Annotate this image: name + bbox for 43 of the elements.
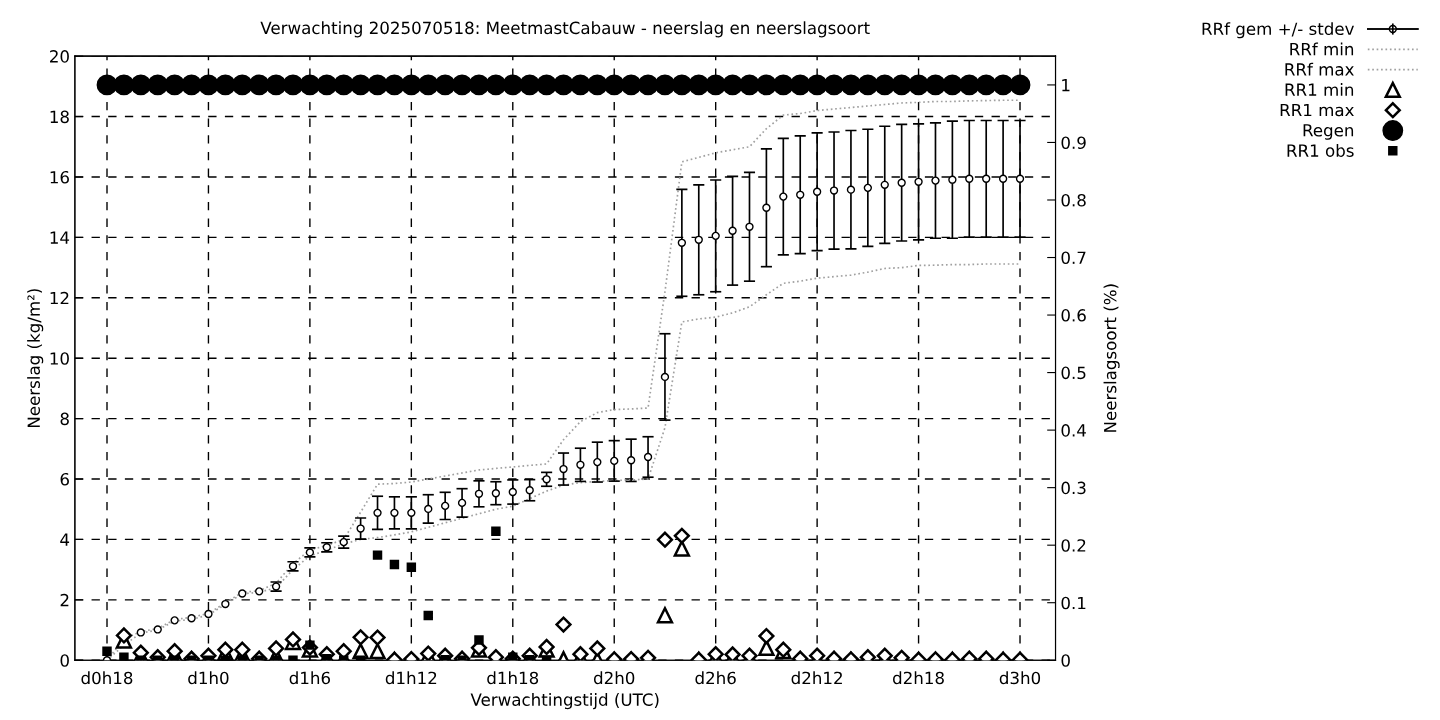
- y-tick-label: 20: [50, 50, 69, 63]
- x-tick-label: d2h18: [893, 671, 944, 685]
- y-tick-label: 2: [60, 593, 69, 607]
- y-axis-title: Neerslag (kg/m²): [27, 289, 44, 428]
- x-axis-title: Verwachtingstijd (UTC): [470, 693, 659, 710]
- y2-tick-label: 0.8: [1061, 193, 1086, 207]
- y2-tick-label: 0.6: [1061, 309, 1086, 322]
- x-tick-label: d3h0: [999, 671, 1041, 685]
- y2-tick-label: 0.5: [1061, 366, 1086, 380]
- y2-tick-label: 0.1: [1061, 596, 1086, 610]
- x-tick-label: d2h12: [791, 671, 842, 685]
- y-tick-label: 4: [60, 533, 70, 546]
- x-tick-label: d1h12: [385, 671, 437, 685]
- x-tick-label: d2h6: [695, 671, 736, 685]
- x-tick-label: d1h18: [487, 671, 539, 685]
- legend-label: RRf min: [1290, 42, 1354, 56]
- y-tick-label: 14: [50, 231, 70, 244]
- chart-title: Verwachting 2025070518: MeetmastCabauw - neerslag en neerslagsoort: [260, 21, 870, 38]
- y2-tick-label: 0.2: [1061, 539, 1086, 552]
- x-tick-label: d0h18: [81, 671, 133, 685]
- x-tick-label: d1h0: [188, 671, 229, 685]
- y-tick-label: 10: [50, 352, 69, 365]
- x-tick-label: d1h6: [289, 671, 331, 685]
- y-tick-label: 18: [50, 110, 69, 124]
- x-tick-label: d2h0: [593, 671, 635, 685]
- y2-tick-label: 0.4: [1061, 424, 1086, 437]
- y-tick-label: 6: [60, 472, 69, 486]
- y-tick-label: 0: [60, 654, 69, 667]
- legend-label: RRf max: [1285, 62, 1354, 76]
- y-tick-label: 8: [60, 412, 69, 426]
- y2-axis-title: Neerslagsoort (%): [1103, 284, 1120, 432]
- y2-tick-label: 1: [1062, 79, 1070, 92]
- y2-tick-label: 0.3: [1061, 481, 1086, 495]
- y2-tick-label: 0: [1061, 654, 1070, 667]
- legend-label: Regen: [1303, 124, 1354, 140]
- legend-label: RR1 max: [1280, 103, 1354, 117]
- y-tick-label: 16: [50, 170, 69, 184]
- legend-label: RRf gem +/- stdev: [1202, 22, 1354, 39]
- legend-label: RR1 obs: [1287, 143, 1354, 157]
- y2-tick-label: 0.7: [1061, 251, 1086, 265]
- y2-tick-label: 0.9: [1061, 136, 1086, 150]
- legend-label: RR1 min: [1285, 83, 1354, 96]
- y-tick-label: 12: [50, 291, 69, 305]
